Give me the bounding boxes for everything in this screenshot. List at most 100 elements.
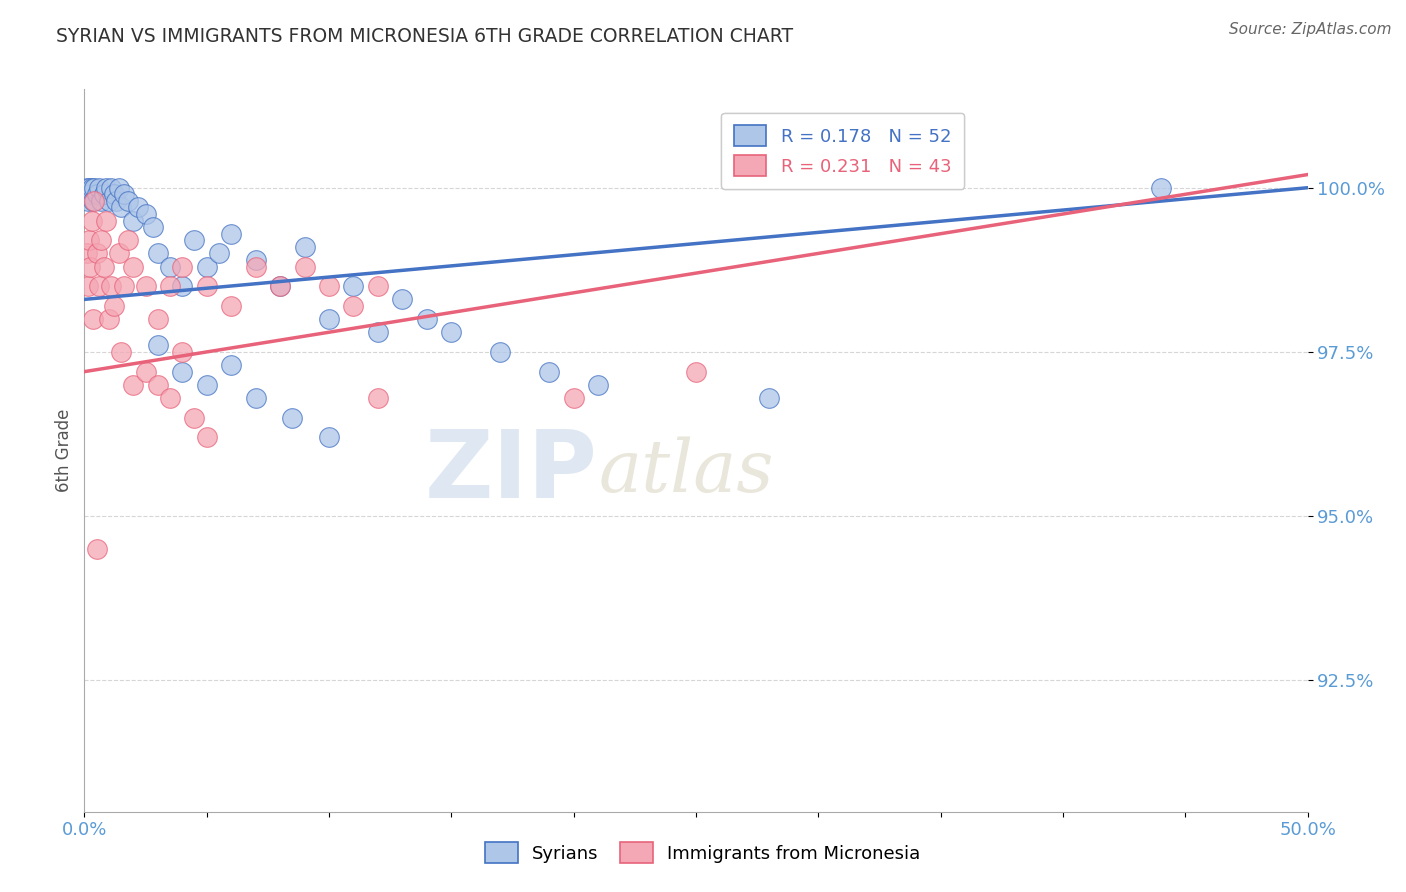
Point xyxy=(146,377,169,392)
Point xyxy=(79,260,101,274)
Point xyxy=(183,410,205,425)
Point xyxy=(86,541,108,556)
Point xyxy=(159,279,181,293)
Point xyxy=(122,213,145,227)
Point xyxy=(93,187,115,202)
Point xyxy=(172,279,194,293)
Point xyxy=(122,260,145,274)
Point xyxy=(269,279,291,293)
Point xyxy=(100,180,122,194)
Point xyxy=(159,260,181,274)
Text: ZIP: ZIP xyxy=(425,426,598,518)
Point xyxy=(172,345,194,359)
Point xyxy=(87,180,110,194)
Point xyxy=(159,391,181,405)
Point xyxy=(77,233,100,247)
Point xyxy=(586,377,609,392)
Point xyxy=(489,345,512,359)
Point xyxy=(416,312,439,326)
Point xyxy=(93,260,115,274)
Point xyxy=(76,246,98,260)
Text: SYRIAN VS IMMIGRANTS FROM MICRONESIA 6TH GRADE CORRELATION CHART: SYRIAN VS IMMIGRANTS FROM MICRONESIA 6TH… xyxy=(56,27,793,45)
Point xyxy=(172,260,194,274)
Point xyxy=(110,345,132,359)
Point xyxy=(112,279,135,293)
Point xyxy=(100,279,122,293)
Point xyxy=(112,187,135,202)
Point xyxy=(135,207,157,221)
Point xyxy=(135,279,157,293)
Point xyxy=(86,187,108,202)
Point xyxy=(103,187,125,202)
Point xyxy=(122,377,145,392)
Point xyxy=(97,194,120,208)
Point xyxy=(342,279,364,293)
Point xyxy=(117,194,139,208)
Point xyxy=(538,365,561,379)
Point xyxy=(90,194,112,208)
Point xyxy=(77,279,100,293)
Point xyxy=(146,312,169,326)
Point xyxy=(76,180,98,194)
Point xyxy=(83,180,105,194)
Point xyxy=(195,377,218,392)
Point xyxy=(342,299,364,313)
Point xyxy=(219,299,242,313)
Point xyxy=(245,260,267,274)
Point xyxy=(367,391,389,405)
Point xyxy=(1150,180,1173,194)
Point xyxy=(391,293,413,307)
Point xyxy=(146,338,169,352)
Legend: R = 0.178   N = 52, R = 0.231   N = 43: R = 0.178 N = 52, R = 0.231 N = 43 xyxy=(721,112,965,189)
Point xyxy=(105,194,128,208)
Point xyxy=(440,325,463,339)
Point xyxy=(367,279,389,293)
Point xyxy=(195,430,218,444)
Point xyxy=(269,279,291,293)
Point xyxy=(96,180,118,194)
Point xyxy=(758,391,780,405)
Point xyxy=(685,365,707,379)
Text: atlas: atlas xyxy=(598,437,773,508)
Point xyxy=(195,260,218,274)
Point xyxy=(80,180,103,194)
Point xyxy=(79,187,101,202)
Point xyxy=(183,233,205,247)
Point xyxy=(146,246,169,260)
Point xyxy=(110,201,132,215)
Point xyxy=(117,233,139,247)
Point xyxy=(97,312,120,326)
Point xyxy=(77,180,100,194)
Point xyxy=(86,246,108,260)
Point xyxy=(562,391,585,405)
Point xyxy=(219,358,242,372)
Point xyxy=(90,233,112,247)
Point xyxy=(245,391,267,405)
Point xyxy=(135,365,157,379)
Point xyxy=(107,246,129,260)
Point xyxy=(219,227,242,241)
Point xyxy=(127,201,149,215)
Y-axis label: 6th Grade: 6th Grade xyxy=(55,409,73,492)
Point xyxy=(294,240,316,254)
Point xyxy=(318,312,340,326)
Point xyxy=(80,213,103,227)
Point xyxy=(107,180,129,194)
Point xyxy=(77,194,100,208)
Point xyxy=(82,312,104,326)
Point xyxy=(83,194,105,208)
Point xyxy=(96,213,118,227)
Point xyxy=(318,430,340,444)
Point xyxy=(294,260,316,274)
Point xyxy=(281,410,304,425)
Point xyxy=(208,246,231,260)
Point xyxy=(245,252,267,267)
Text: Source: ZipAtlas.com: Source: ZipAtlas.com xyxy=(1229,22,1392,37)
Point xyxy=(103,299,125,313)
Point xyxy=(87,279,110,293)
Point xyxy=(195,279,218,293)
Point xyxy=(318,279,340,293)
Legend: Syrians, Immigrants from Micronesia: Syrians, Immigrants from Micronesia xyxy=(474,831,932,874)
Point xyxy=(367,325,389,339)
Point xyxy=(142,220,165,235)
